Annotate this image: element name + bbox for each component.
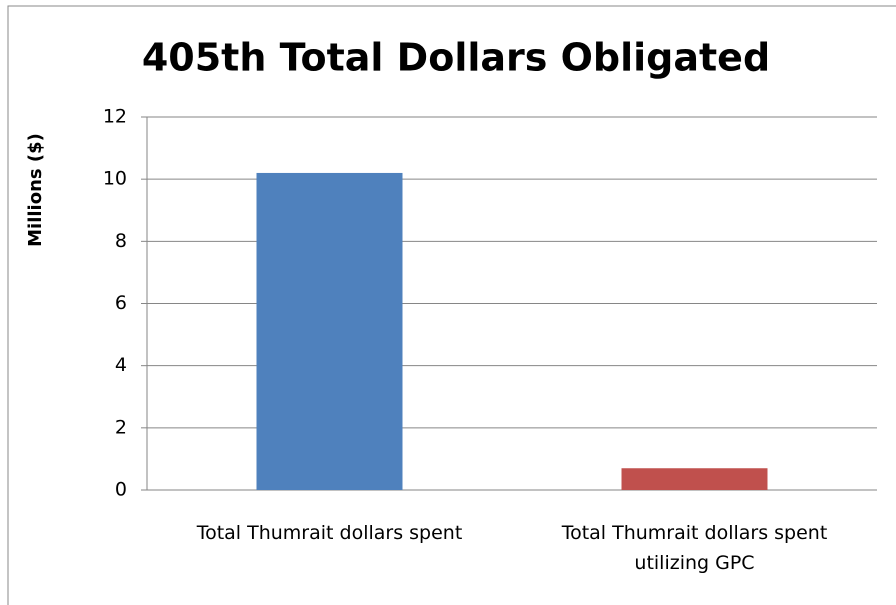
bar	[621, 468, 768, 490]
chart-title: 405th Total Dollars Obligated	[142, 36, 770, 80]
y-tick-label: 8	[115, 230, 127, 252]
frame	[7, 5, 896, 605]
y-tick-label: 4	[115, 354, 127, 376]
y-tick-label: 0	[115, 479, 127, 501]
y-tick-label: 6	[115, 292, 127, 314]
x-tick-label: Total Thumrait dollars spent	[196, 522, 463, 544]
x-tick-label: Total Thumrait dollars spent utilizing G…	[561, 522, 828, 574]
bar	[256, 172, 403, 490]
y-axis-label: Millions ($)	[25, 133, 46, 247]
y-tick-label: 12	[103, 106, 127, 128]
y-tick-label: 2	[115, 416, 127, 438]
y-tick-label: 10	[103, 168, 127, 190]
